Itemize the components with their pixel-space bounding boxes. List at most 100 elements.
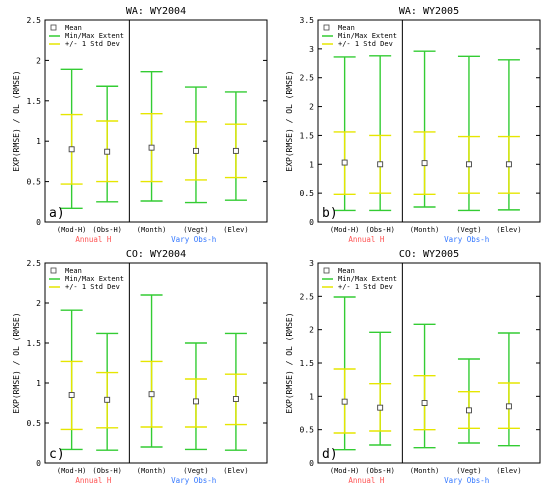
mean-marker (421, 160, 428, 167)
legend-mean-marker (50, 24, 57, 31)
y-tick-label: 2.5 (300, 292, 315, 301)
mean-marker (466, 161, 472, 168)
chart-title: WA: WY2004 (126, 6, 186, 17)
errorbar-2 (96, 85, 119, 203)
y-tick-label: 0.5 (27, 178, 42, 187)
y-tick-label: 2 (36, 299, 41, 308)
legend-mean-marker (323, 24, 330, 31)
chart-title: WA: WY2005 (399, 6, 459, 17)
y-tick-label: 1.5 (27, 97, 42, 106)
errorbar-5 (497, 332, 520, 447)
group-label-annual: Annual H (348, 476, 385, 485)
x-category-label: (Month) (137, 467, 167, 475)
mean-marker (377, 404, 384, 411)
legend-minmax-label: Min/Max Extent (65, 275, 124, 283)
errorbar-2 (369, 331, 392, 446)
mean-marker (104, 148, 111, 155)
chart-title: CO: WY2004 (126, 249, 186, 260)
group-label-annual: Annual H (75, 235, 112, 244)
legend-mean-marker (323, 267, 330, 274)
errorbar-4 (457, 358, 480, 444)
group-label-annual: Annual H (348, 235, 385, 244)
x-category-label: (Obs-H) (365, 467, 395, 475)
y-tick-label: 1 (309, 392, 314, 401)
y-tick-label: 2.5 (27, 16, 42, 25)
chart-title: CO: WY2005 (399, 249, 459, 260)
errorbar-5 (224, 332, 247, 451)
x-category-label: (Mod-H) (57, 226, 87, 234)
y-tick-label: 2.5 (300, 74, 315, 83)
errorbar-3 (413, 50, 436, 208)
x-category-label: (Month) (410, 467, 440, 475)
mean-marker (193, 398, 199, 405)
y-axis-label: EXP(RMSE) / OL (RMSE) (285, 312, 294, 413)
errorbar-4 (184, 86, 207, 204)
mean-marker (193, 147, 199, 154)
x-category-label: (Obs-H) (92, 467, 122, 475)
mean-marker (421, 400, 428, 406)
panel-label: a) (49, 206, 65, 221)
chart-panel-3: CO: WY2004 0 0.5 1 1.5 2 2.5 EXP(RMSE) / OL (RM… (12, 249, 268, 485)
y-tick-label: 0 (36, 218, 41, 227)
y-tick-label: 1.5 (27, 339, 42, 348)
y-tick-label: 1.5 (300, 131, 315, 140)
x-category-label: (Vegt) (456, 467, 481, 475)
legend-mean-label: Mean (65, 24, 82, 32)
errorbar-3 (413, 323, 436, 449)
x-category-label: (Mod-H) (330, 467, 360, 475)
x-category-label: (Elev) (223, 467, 248, 475)
y-tick-label: 0 (309, 459, 314, 468)
panel-label: d) (322, 447, 338, 462)
group-label-vary: Vary Obs-h (444, 235, 489, 244)
legend-std-label: +/- 1 Std Dev (338, 283, 393, 291)
y-axis-label: EXP(RMSE) / OL (RMSE) (12, 312, 21, 413)
y-tick-label: 3.5 (300, 16, 315, 25)
y-tick-label: 1 (309, 160, 314, 169)
y-tick-label: 0 (36, 459, 41, 468)
legend-minmax-label: Min/Max Extent (338, 32, 397, 40)
mean-marker (68, 146, 75, 153)
y-tick-label: 2 (309, 326, 314, 335)
group-label-vary: Vary Obs-h (171, 235, 216, 244)
y-tick-label: 3 (309, 45, 314, 54)
legend-std-label: +/- 1 Std Dev (65, 283, 120, 291)
mean-marker (68, 392, 75, 398)
mean-marker (505, 403, 512, 410)
panel-label: c) (49, 447, 65, 462)
legend-mean-label: Mean (65, 267, 82, 275)
y-tick-label: 3 (309, 259, 314, 268)
y-axis-label: EXP(RMSE) / OL (RMSE) (285, 70, 294, 171)
errorbar-5 (224, 91, 247, 201)
group-label-vary: Vary Obs-h (171, 476, 216, 485)
chart-panel-2: WA: WY2005 0 0.5 1 1.5 2 2.5 3 3.5 EXP(RMSE) / OL… (285, 6, 541, 244)
x-category-label: (Vegt) (183, 226, 208, 234)
x-category-label: (Vegt) (456, 226, 481, 234)
legend-minmax-label: Min/Max Extent (338, 275, 397, 283)
y-tick-label: 0.5 (300, 189, 315, 198)
errorbar-1 (333, 56, 356, 212)
x-category-label: (Month) (137, 226, 167, 234)
errorbar-1 (60, 68, 83, 209)
mean-marker (377, 161, 384, 168)
plot-frame (44, 262, 268, 464)
x-category-label: (Elev) (496, 226, 521, 234)
y-tick-label: 2 (309, 103, 314, 112)
y-tick-label: 1 (36, 137, 41, 146)
errorbar-1 (60, 309, 83, 451)
y-tick-label: 1.5 (300, 359, 315, 368)
errorbar-2 (96, 332, 119, 451)
mean-marker (341, 398, 348, 405)
x-category-label: (Obs-H) (365, 226, 395, 234)
x-category-label: (Month) (410, 226, 440, 234)
errorbar-3 (140, 71, 163, 202)
plot-frame (44, 19, 268, 223)
mean-marker (341, 159, 348, 166)
mean-marker (232, 147, 239, 154)
errorbar-4 (184, 342, 207, 451)
errorbar-4 (457, 55, 480, 212)
y-tick-label: 0 (309, 218, 314, 227)
chart-panel-1: WA: WY2004 0 0.5 1 1.5 2 2.5 EXP(RMSE) / OL (RM… (12, 6, 268, 244)
legend-minmax-label: Min/Max Extent (65, 32, 124, 40)
mean-marker (104, 396, 111, 403)
